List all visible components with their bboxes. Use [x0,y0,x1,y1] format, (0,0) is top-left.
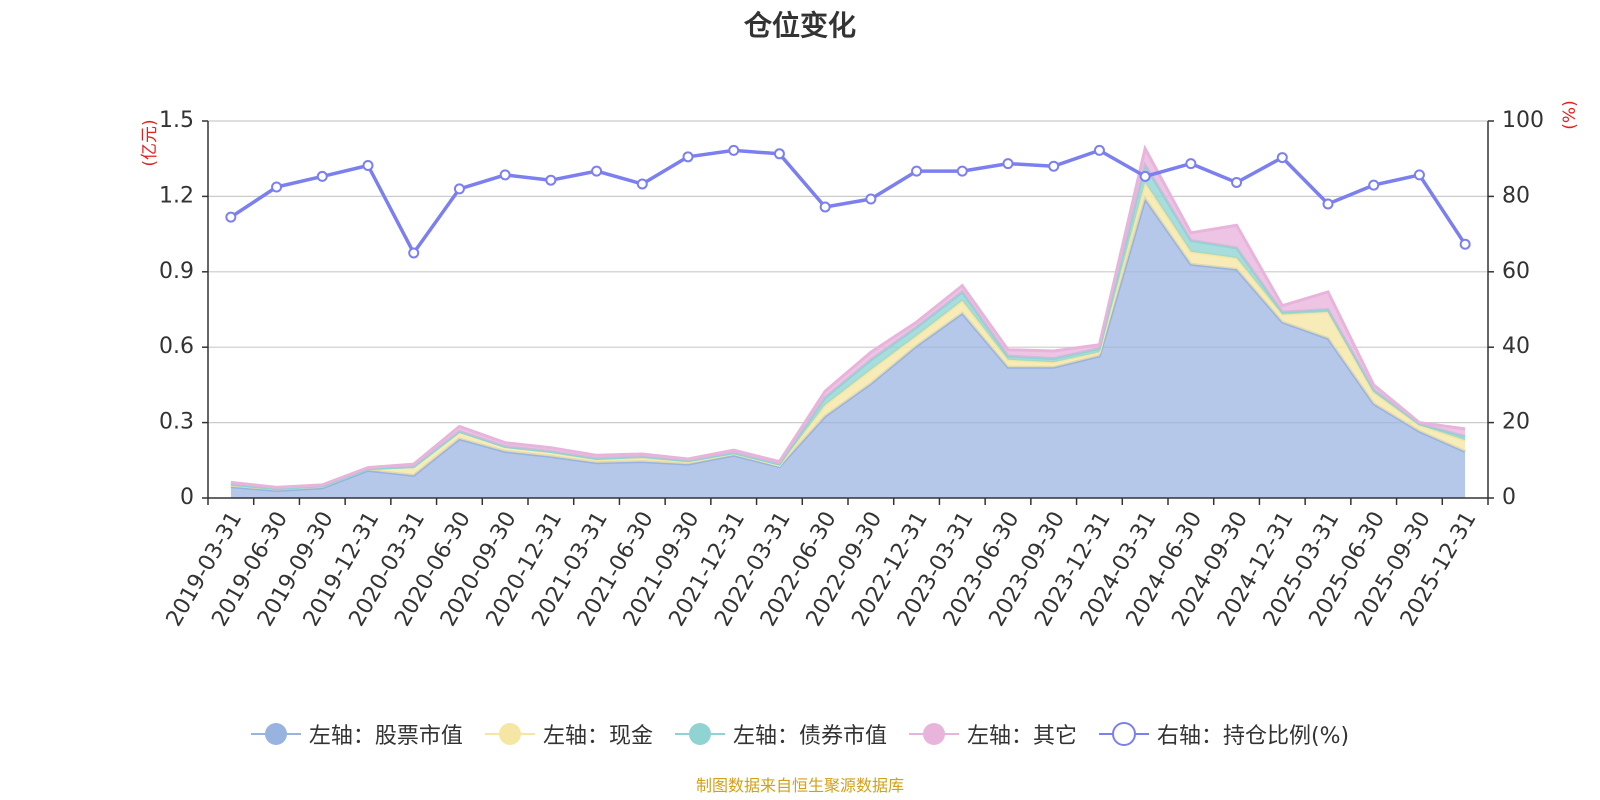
holding-ratio-point [728,144,740,156]
holding-ratio-point [316,170,328,182]
holding-ratio-point [682,151,694,163]
holding-ratio-point [271,181,283,193]
holding-ratio-point [911,165,923,177]
holding-ratio-point [1002,158,1014,170]
legend-item-3[interactable]: 左轴：债券市值 [674,718,887,750]
legend-marker [250,723,301,745]
legend-marker [1098,722,1149,746]
holding-ratio-point [1185,158,1197,170]
holding-ratio-point [1231,176,1243,188]
left-axis-tick-label: 0.3 [159,410,194,435]
holding-ratio-point [453,183,465,195]
legend-label: 左轴：股票市值 [308,724,463,749]
left-axis-tick-label: 0.9 [159,259,194,284]
legend-item-1[interactable]: 左轴：股票市值 [250,718,463,750]
left-axis-tick-label: 1.5 [159,108,194,133]
area-series-1 [230,198,1466,498]
legend-marker-dot [498,723,521,745]
right-axis-tick-label: 0 [1502,485,1516,510]
legend-label: 左轴：其它 [966,724,1077,749]
legend-marker-dot [688,723,711,745]
holding-ratio-point [1276,152,1288,164]
holding-ratio-point [1139,170,1151,182]
left-axis-unit: (亿元) [140,119,160,166]
chart-title: 仓位变化 [743,9,856,42]
holding-ratio-point [1413,169,1425,181]
right-axis-tick-label: 100 [1502,108,1544,133]
right-axis-tick-label: 80 [1502,183,1530,208]
holding-ratio-point [225,211,237,223]
legend-marker-dot [1111,722,1136,746]
right-axis-unit: (%) [1560,100,1580,129]
holding-ratio-point [591,165,603,177]
data-source-note: 制图数据来自恒生聚源数据库 [695,776,904,795]
legend-item-2[interactable]: 左轴：现金 [484,718,653,750]
holding-ratio-point [362,159,374,171]
legend: 左轴：股票市值 左轴：现金 左轴：债券市值 左轴：其它 右轴：持仓比例(%) [0,718,1600,750]
legend-item-4[interactable]: 左轴：其它 [908,718,1077,750]
legend-marker-dot [922,723,945,745]
holding-ratio-point [408,247,420,259]
holding-ratio-point [1459,238,1471,250]
holding-ratio-point [773,148,785,160]
holding-ratio-point [499,169,511,181]
legend-marker [484,723,535,745]
legend-label: 左轴：债券市值 [732,724,887,749]
legend-marker-dot [264,723,287,745]
left-axis-tick-label: 0 [180,485,194,510]
holding-ratio-point [819,201,831,213]
holding-ratio-point [1368,179,1380,191]
holding-ratio-line [229,148,1467,255]
holding-ratio-point [1048,160,1060,172]
holding-ratio-point [1322,198,1334,210]
right-axis-tick-label: 60 [1502,259,1530,284]
area-series-edge-4 [230,144,1466,489]
holding-ratio-point [636,178,648,190]
right-axis-tick-label: 20 [1502,410,1530,435]
left-axis-tick-label: 1.2 [159,183,194,208]
right-axis-tick-label: 40 [1502,334,1530,359]
legend-item-5[interactable]: 右轴：持仓比例(%) [1098,718,1350,750]
holding-ratio-point [956,165,968,177]
legend-marker [908,723,959,745]
legend-marker [674,723,725,745]
legend-label: 右轴：持仓比例(%) [1156,724,1350,749]
holding-ratio-point [865,193,877,205]
holding-ratio-point [545,174,557,186]
left-axis-tick-label: 0.6 [159,334,194,359]
legend-label: 左轴：现金 [542,724,653,749]
holding-ratio-point [1093,144,1105,156]
